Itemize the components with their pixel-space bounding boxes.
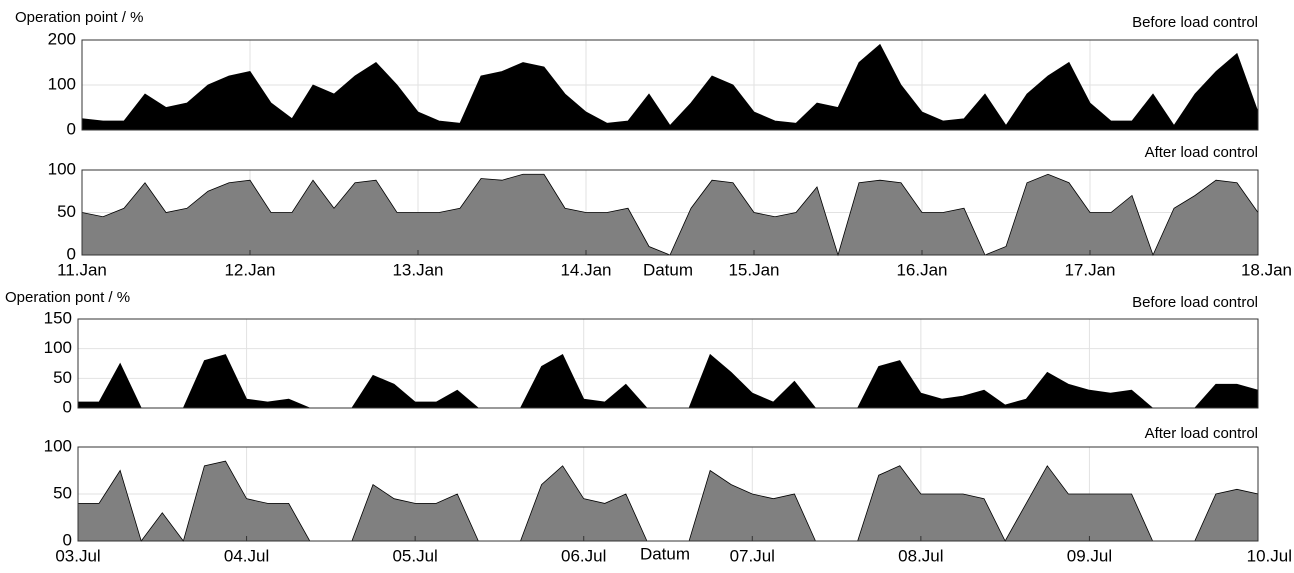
area bbox=[81, 173, 1259, 257]
y-tick-label: 0 bbox=[63, 397, 72, 416]
x-tick-label: 03.Jul bbox=[55, 546, 100, 565]
y-tick-label: 100 bbox=[44, 338, 72, 357]
y-tick-label: 100 bbox=[44, 436, 72, 455]
x-tick-label: 12.Jan bbox=[224, 260, 275, 279]
y-axis-label: Operation point / % bbox=[15, 9, 143, 26]
area bbox=[81, 43, 1259, 131]
plot-frame bbox=[77, 318, 1259, 409]
y-tick-label: 0 bbox=[67, 119, 76, 138]
x-axis-label: Datum bbox=[640, 544, 690, 563]
plot-frame bbox=[77, 446, 1259, 542]
x-tick-label: 04.Jul bbox=[224, 546, 269, 565]
x-tick-label: 11.Jan bbox=[57, 260, 107, 279]
x-tick-label: 17.Jan bbox=[1064, 260, 1115, 279]
y-tick-label: 100 bbox=[48, 159, 76, 178]
y-tick-label: 150 bbox=[44, 308, 72, 327]
x-tick-label: 05.Jul bbox=[392, 546, 437, 565]
panel-title: Before load control bbox=[1132, 294, 1258, 311]
area bbox=[77, 460, 1259, 542]
y-tick-label: 0 bbox=[63, 530, 72, 549]
panel-title: Before load control bbox=[1132, 14, 1258, 31]
panel-title: After load control bbox=[1145, 144, 1258, 161]
x-tick-label: 13.Jan bbox=[392, 260, 443, 279]
y-tick-label: 200 bbox=[48, 29, 76, 48]
y-tick-label: 0 bbox=[67, 244, 76, 263]
panel-title: After load control bbox=[1145, 425, 1258, 442]
x-tick-label: 07.Jul bbox=[730, 546, 775, 565]
y-tick-label: 100 bbox=[48, 74, 76, 93]
y-tick-label: 50 bbox=[57, 202, 76, 221]
x-tick-label: 18.Jan bbox=[1241, 260, 1292, 279]
x-tick-label: 16.Jan bbox=[896, 260, 947, 279]
y-axis-label: Operation pont / % bbox=[5, 289, 130, 306]
y-tick-label: 50 bbox=[53, 483, 72, 502]
x-tick-label: 15.Jan bbox=[728, 260, 779, 279]
x-tick-label: 08.Jul bbox=[898, 546, 943, 565]
area bbox=[77, 353, 1259, 409]
x-tick-label: 10.Jul bbox=[1247, 546, 1292, 565]
plot-frame bbox=[81, 39, 1259, 131]
x-tick-label: 06.Jul bbox=[561, 546, 606, 565]
y-tick-label: 50 bbox=[53, 368, 72, 387]
x-tick-label: 14.Jan bbox=[560, 260, 611, 279]
plot-frame bbox=[81, 169, 1259, 256]
x-axis-label: Datum bbox=[643, 260, 693, 279]
x-tick-label: 09.Jul bbox=[1067, 546, 1112, 565]
